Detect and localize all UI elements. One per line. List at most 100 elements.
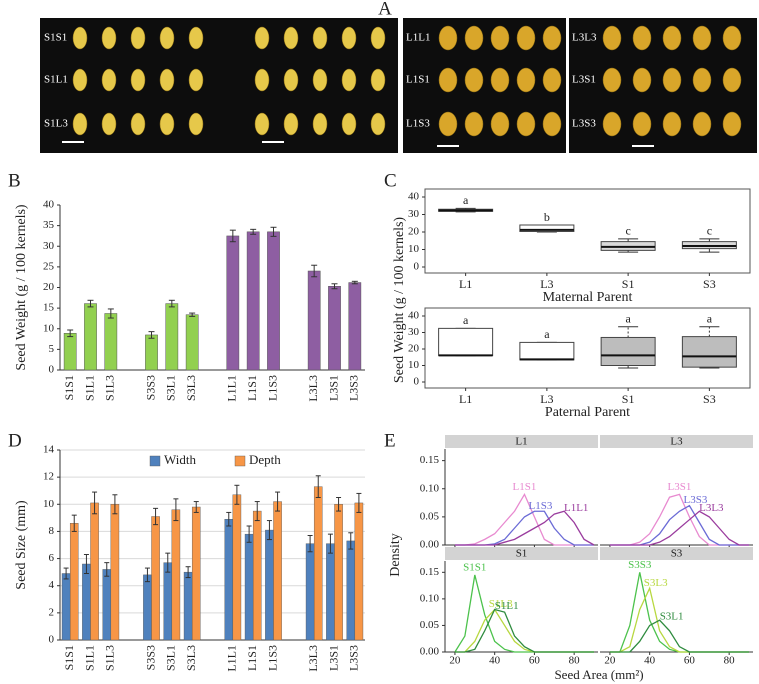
- density-line: [454, 608, 595, 653]
- x-tick-label: S3S3: [143, 375, 157, 400]
- bar: [183, 571, 193, 641]
- x-tick-label: L1S1: [245, 645, 259, 671]
- seed: [72, 68, 88, 92]
- bar: [307, 270, 321, 371]
- y-tick-label: 4: [49, 579, 55, 591]
- bar: [326, 543, 335, 641]
- y-tick-label: 15: [43, 302, 55, 314]
- seed: [159, 68, 175, 92]
- y-tick-label: 10: [43, 322, 55, 334]
- seed: [692, 111, 712, 137]
- series-label: L3S1: [668, 481, 692, 493]
- x-tick-label: 60: [684, 655, 696, 667]
- seed: [632, 111, 652, 137]
- y-tick-label: 30: [408, 208, 420, 220]
- significance-letter: a: [707, 311, 713, 325]
- facet-title: S1: [516, 548, 528, 560]
- bar: [224, 519, 234, 641]
- x-tick-label: L3S1: [326, 645, 340, 671]
- box: [600, 336, 656, 367]
- y-tick-label: 20: [408, 343, 420, 355]
- photo-l1: [403, 18, 566, 153]
- y-tick-label: 0.15: [420, 454, 440, 466]
- x-tick-label: S3: [703, 392, 716, 406]
- seed: [101, 68, 117, 92]
- seed: [722, 25, 742, 51]
- box: [519, 341, 575, 361]
- series-label: L1S3: [528, 500, 552, 512]
- seed: [632, 25, 652, 51]
- photo-label: L1S1: [406, 74, 430, 86]
- x-tick-label: L1L1: [225, 375, 239, 402]
- seed: [370, 26, 386, 50]
- seed: [722, 111, 742, 137]
- seed: [516, 67, 536, 93]
- y-axis-label: Seed Weight (g / 100 kernels): [392, 217, 407, 384]
- facet-title: L3: [670, 436, 683, 448]
- legend-label: Width: [164, 452, 196, 467]
- y-axis-label: Density: [388, 533, 403, 577]
- seed: [312, 68, 328, 92]
- facet-title: S3: [671, 548, 683, 560]
- seed: [692, 25, 712, 51]
- bar: [69, 523, 79, 641]
- x-tick-label: S1S1: [62, 375, 76, 400]
- y-tick-label: 8: [49, 525, 55, 537]
- photo-label: L3S3: [572, 118, 596, 130]
- seed: [341, 112, 357, 136]
- seed: [662, 111, 682, 137]
- seed: [159, 26, 175, 50]
- seed: [283, 26, 299, 50]
- y-tick-label: 12: [43, 471, 54, 483]
- seed: [101, 112, 117, 136]
- x-tick-label: S1: [622, 392, 635, 406]
- seed: [283, 112, 299, 136]
- y-tick-label: 25: [43, 260, 55, 272]
- panel-label: A: [378, 0, 392, 19]
- significance-letter: c: [707, 224, 712, 238]
- seed: [188, 112, 204, 136]
- x-tick-label: S3L1: [164, 375, 178, 401]
- bar: [354, 502, 364, 641]
- facet-strip: [600, 547, 753, 560]
- bar: [90, 502, 99, 641]
- y-tick-label: 0.15: [420, 566, 440, 578]
- bar: [82, 563, 91, 641]
- seed: [130, 112, 146, 136]
- box: [438, 327, 494, 357]
- legend-swatch: [149, 455, 161, 467]
- x-tick-label: L3S3: [347, 645, 361, 671]
- series-label: S3L1: [660, 611, 684, 623]
- series-label: S1L1: [495, 600, 519, 612]
- significance-letter: c: [625, 224, 630, 238]
- y-tick-label: 20: [408, 226, 420, 238]
- series-label: S1L3: [489, 598, 513, 610]
- seed: [438, 25, 458, 51]
- y-tick-label: 40: [408, 191, 420, 203]
- seed: [72, 112, 88, 136]
- x-tick-label: S1: [622, 277, 635, 291]
- bar: [191, 506, 201, 641]
- bar: [334, 504, 343, 641]
- bar: [151, 516, 160, 641]
- x-tick-label: L1S3: [265, 375, 279, 401]
- y-tick-label: 10: [43, 498, 55, 510]
- seed: [370, 112, 386, 136]
- seed: [662, 67, 682, 93]
- x-axis-label: Paternal Parent: [545, 405, 630, 420]
- bar: [305, 543, 315, 641]
- photo-left: [40, 18, 398, 153]
- seed: [130, 26, 146, 50]
- seed: [516, 111, 536, 137]
- series-label: L3L3: [699, 502, 724, 514]
- bar: [246, 231, 260, 371]
- density-line: [454, 510, 595, 546]
- panel-label: B: [8, 170, 21, 191]
- x-tick-label: 80: [569, 655, 581, 667]
- x-tick-label: 20: [449, 655, 461, 667]
- y-tick-label: 6: [49, 552, 55, 564]
- bar: [244, 533, 254, 641]
- seed: [341, 68, 357, 92]
- y-tick-label: 20: [43, 281, 55, 293]
